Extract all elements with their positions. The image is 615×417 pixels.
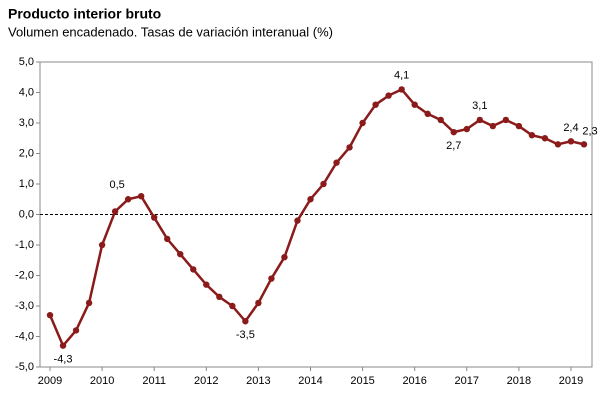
point	[359, 119, 366, 127]
point	[450, 128, 457, 136]
point	[294, 217, 301, 224]
point	[124, 196, 132, 203]
point	[580, 141, 588, 148]
point	[190, 266, 197, 273]
point	[229, 302, 236, 310]
point	[46, 311, 54, 319]
point	[164, 235, 171, 243]
y-tick-label: 5,0	[19, 56, 34, 68]
point	[98, 241, 106, 249]
y-tick-label: -4,0	[15, 330, 34, 342]
point	[502, 116, 510, 124]
data-label: 4,1	[394, 69, 409, 81]
y-tick-label: 0,0	[19, 208, 34, 220]
point	[476, 116, 484, 124]
chart-subtitle: Volumen encadenado. Tasas de variación i…	[8, 24, 333, 39]
data-label: -3,5	[236, 329, 255, 341]
point	[424, 110, 431, 118]
x-tick-label: 2009	[38, 375, 62, 387]
x-tick-label: 2011	[142, 375, 166, 387]
y-tick-label: 3,0	[19, 117, 34, 129]
point	[398, 86, 405, 93]
point	[463, 125, 470, 133]
point	[177, 250, 184, 258]
y-tick-label: -2,0	[15, 269, 34, 281]
point	[346, 144, 353, 151]
data-label: 2,4	[563, 122, 578, 134]
y-tick-label: -3,0	[15, 300, 34, 312]
x-tick-label: 2014	[298, 375, 322, 387]
x-tick-label: 2019	[559, 375, 583, 387]
point	[515, 122, 523, 130]
y-tick-label: 1,0	[19, 178, 34, 190]
data-label: 0,5	[109, 179, 124, 191]
point	[137, 193, 145, 200]
y-tick-label: -5,0	[15, 361, 34, 373]
x-tick-label: 2018	[507, 375, 531, 387]
point	[85, 299, 93, 307]
point	[268, 275, 275, 282]
data-label: -4,3	[54, 354, 73, 366]
point	[528, 132, 536, 139]
point	[307, 196, 314, 203]
data-label: 3,1	[472, 100, 487, 112]
point	[411, 101, 418, 108]
point	[255, 299, 262, 307]
point	[281, 254, 288, 261]
point	[489, 122, 497, 130]
y-tick-label: 2,0	[19, 147, 34, 159]
line	[48, 87, 585, 348]
data-label: 2,7	[446, 140, 461, 152]
chart-title: Producto interior bruto	[8, 6, 161, 22]
point	[320, 180, 327, 188]
x-tick-label: 2017	[455, 375, 479, 387]
x-tick-label: 2010	[90, 375, 114, 387]
x-tick-label: 2016	[402, 375, 426, 387]
point	[111, 208, 119, 215]
point	[554, 141, 562, 148]
point	[72, 327, 80, 334]
point	[333, 159, 340, 166]
x-tick-label: 2012	[194, 375, 218, 387]
x-tick-label: 2013	[246, 375, 270, 387]
y-tick-label: -1,0	[15, 239, 34, 251]
point	[216, 293, 223, 301]
point	[541, 135, 549, 142]
point	[372, 101, 379, 108]
point	[385, 92, 392, 99]
point	[59, 342, 67, 349]
point	[150, 214, 158, 221]
point	[437, 116, 444, 124]
point	[567, 138, 575, 145]
data-label: 2,3	[582, 125, 597, 137]
point	[242, 318, 249, 325]
y-tick-label: 4,0	[19, 86, 34, 98]
x-tick-label: 2015	[350, 375, 374, 387]
point	[203, 281, 210, 288]
